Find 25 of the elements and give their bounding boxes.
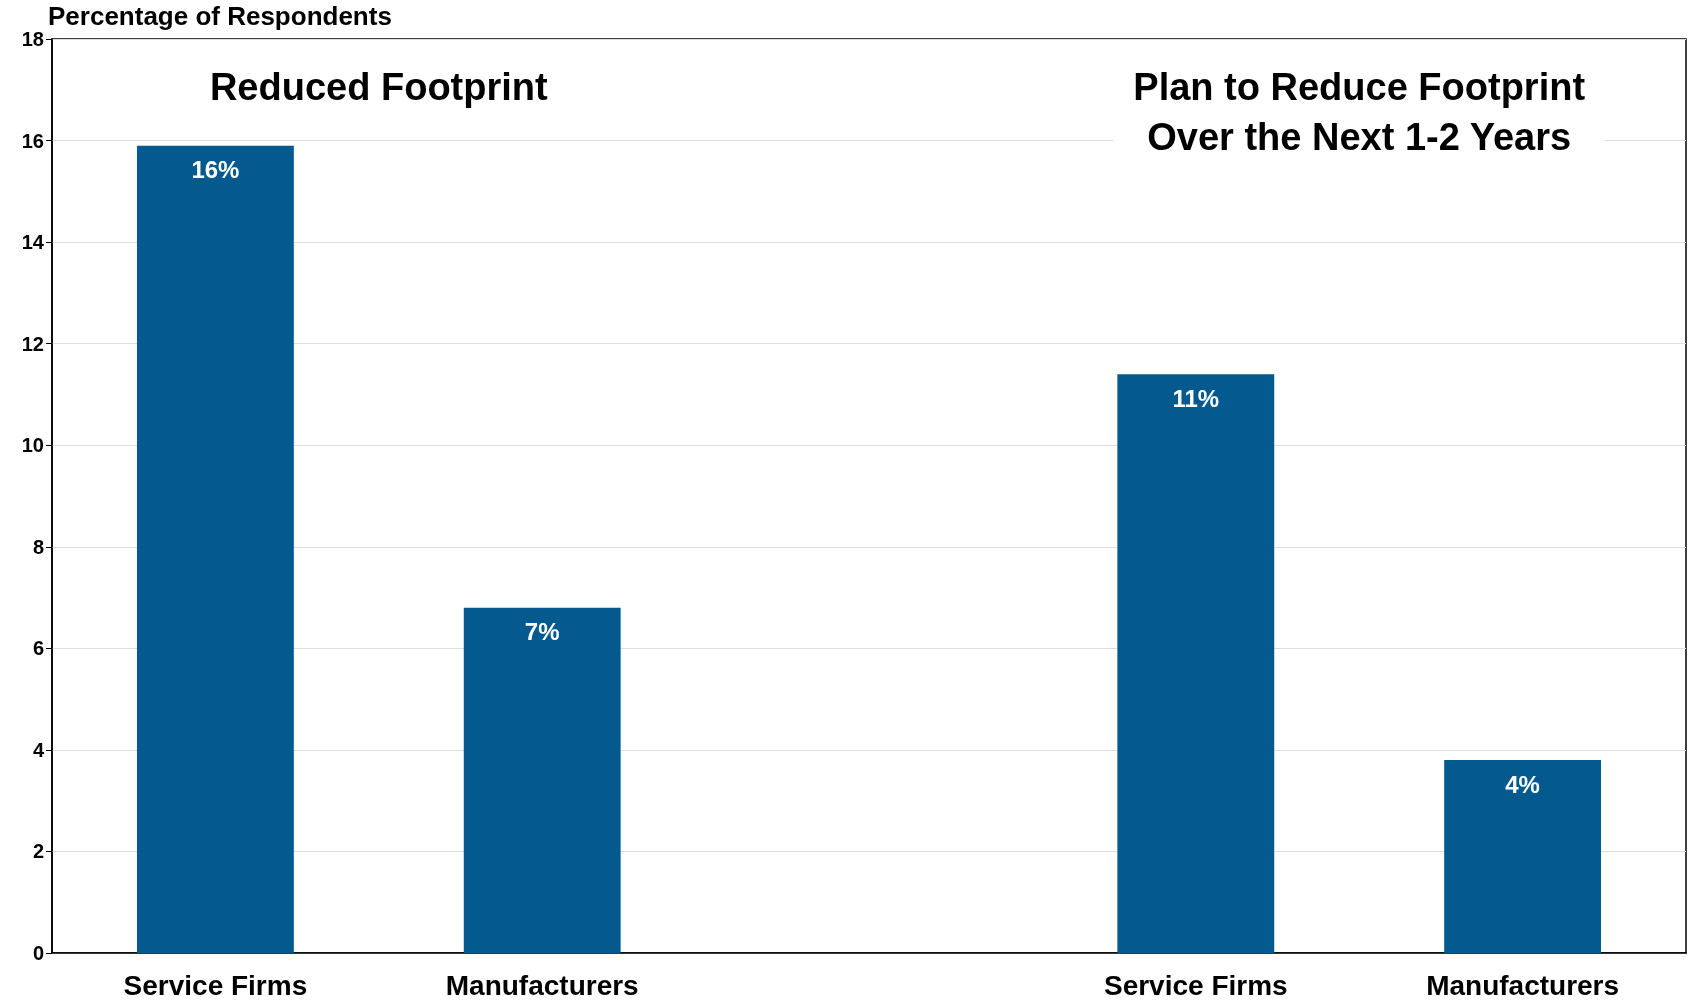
x-tick-label: Service Firms [1103, 969, 1288, 1001]
bar [1117, 374, 1275, 953]
bar [136, 145, 294, 953]
y-tick-label: 14 [21, 231, 45, 254]
data-label: 7% [524, 618, 560, 646]
y-tick-label: 16 [21, 129, 44, 152]
x-tick-label: Manufacturers [1426, 969, 1620, 1001]
data-label: 4% [1505, 770, 1540, 798]
data-label: 16% [191, 156, 240, 184]
data-label: 11% [1172, 384, 1220, 412]
y-tick-label: 2 [32, 840, 44, 863]
y-tick-label: 12 [21, 332, 44, 355]
y-tick-label: 4 [32, 738, 45, 761]
bar [1444, 760, 1602, 953]
annotation: Reduced Footprint [209, 66, 549, 108]
y-tick-label: 6 [32, 637, 44, 660]
y-tick-label: 10 [21, 434, 44, 457]
y-tick-label: 18 [21, 28, 44, 50]
y-axis-title: Percentage of Respondents [48, 1, 392, 32]
x-tick-label: Service Firms [123, 969, 308, 1001]
annotation: Plan to Reduce Footprint Over the Next 1-2 Years [1133, 66, 1586, 158]
x-tick-label: Manufacturers [445, 969, 639, 1001]
y-tick-label: 0 [32, 942, 44, 964]
bar [463, 607, 621, 953]
y-tick-label: 8 [32, 535, 44, 558]
